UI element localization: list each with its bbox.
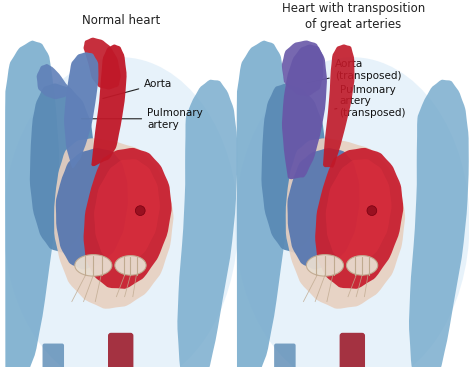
Text: Aorta: Aorta: [103, 79, 173, 98]
Text: Aorta
(transposed): Aorta (transposed): [306, 59, 401, 83]
PathPatch shape: [286, 138, 405, 309]
PathPatch shape: [64, 52, 99, 168]
FancyBboxPatch shape: [108, 333, 133, 367]
Text: Pulmonary
artery: Pulmonary artery: [82, 108, 203, 130]
Ellipse shape: [115, 255, 146, 275]
Circle shape: [367, 206, 377, 215]
PathPatch shape: [282, 40, 323, 96]
PathPatch shape: [83, 148, 172, 289]
PathPatch shape: [315, 148, 403, 289]
Text: Heart with transposition
of great arteries: Heart with transposition of great arteri…: [282, 2, 425, 31]
Ellipse shape: [306, 255, 344, 276]
Text: Pulmonary
artery
(transposed): Pulmonary artery (transposed): [335, 84, 406, 118]
FancyBboxPatch shape: [339, 333, 365, 367]
PathPatch shape: [409, 80, 469, 367]
PathPatch shape: [83, 38, 121, 90]
FancyBboxPatch shape: [274, 344, 296, 367]
Ellipse shape: [3, 57, 238, 367]
PathPatch shape: [262, 84, 327, 252]
PathPatch shape: [326, 159, 392, 265]
Ellipse shape: [75, 255, 112, 276]
PathPatch shape: [30, 84, 95, 252]
PathPatch shape: [54, 138, 173, 309]
PathPatch shape: [237, 41, 291, 367]
PathPatch shape: [323, 44, 355, 168]
Circle shape: [136, 206, 145, 215]
PathPatch shape: [5, 41, 59, 367]
PathPatch shape: [36, 64, 72, 99]
PathPatch shape: [287, 148, 359, 269]
Ellipse shape: [235, 57, 470, 367]
PathPatch shape: [91, 44, 127, 166]
PathPatch shape: [56, 148, 128, 269]
PathPatch shape: [94, 159, 160, 265]
FancyBboxPatch shape: [43, 344, 64, 367]
PathPatch shape: [282, 44, 327, 179]
PathPatch shape: [177, 80, 237, 367]
Text: Normal heart: Normal heart: [82, 14, 160, 26]
Ellipse shape: [346, 255, 378, 275]
